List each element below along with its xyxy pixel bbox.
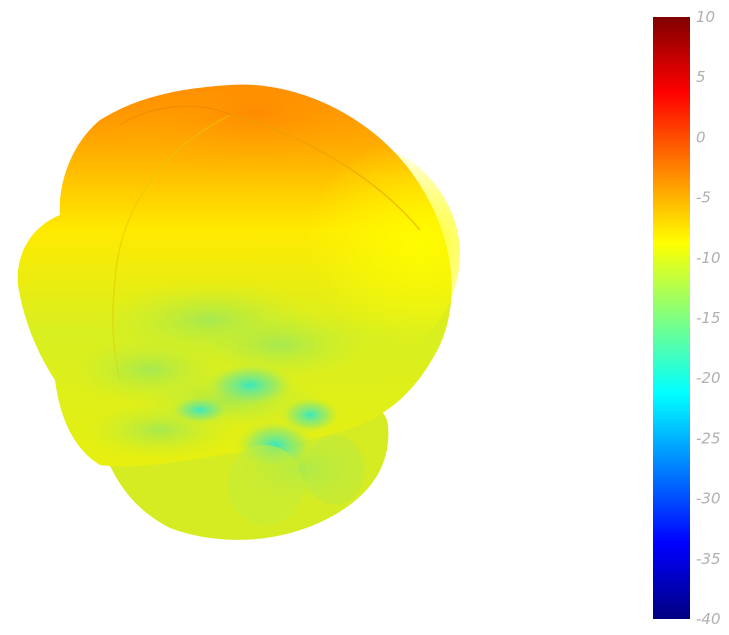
colorbar: 10 5 0 -5 -10 -15 -20 -25 -30 -35 -40 xyxy=(653,8,721,628)
colorbar-gradient xyxy=(653,17,690,619)
colorbar-tick-label: -5 xyxy=(696,189,711,207)
surface-low-spot-1 xyxy=(205,363,295,407)
surface-low-spot-3 xyxy=(280,397,340,433)
colorbar-tick-label: -10 xyxy=(696,249,721,267)
colorbar-tick-label: -25 xyxy=(696,429,721,447)
surface-seam-top xyxy=(119,105,231,126)
colorbar-tick-label: 0 xyxy=(696,128,706,146)
surface-bulb-2 xyxy=(305,435,365,505)
surface-fold-2 xyxy=(190,310,370,380)
colorbar-tick-label: -40 xyxy=(696,610,721,628)
colorbar-tick-label: -35 xyxy=(696,550,721,568)
colorbar-tick-label: -20 xyxy=(696,369,721,387)
surface-low-spot-4 xyxy=(170,396,230,424)
colorbar-tick-label: -15 xyxy=(696,309,721,327)
colorbar-tick-label: -30 xyxy=(696,490,721,508)
surface-bulb-1 xyxy=(227,445,303,525)
colorbar-tick-label: 5 xyxy=(696,68,706,86)
surface-seam-right xyxy=(229,114,421,231)
surface-3d xyxy=(17,84,460,540)
colorbar-tick-label: 10 xyxy=(696,8,715,26)
colorbar-ticks: 10 5 0 -5 -10 -15 -20 -25 -30 -35 -40 xyxy=(696,8,721,628)
